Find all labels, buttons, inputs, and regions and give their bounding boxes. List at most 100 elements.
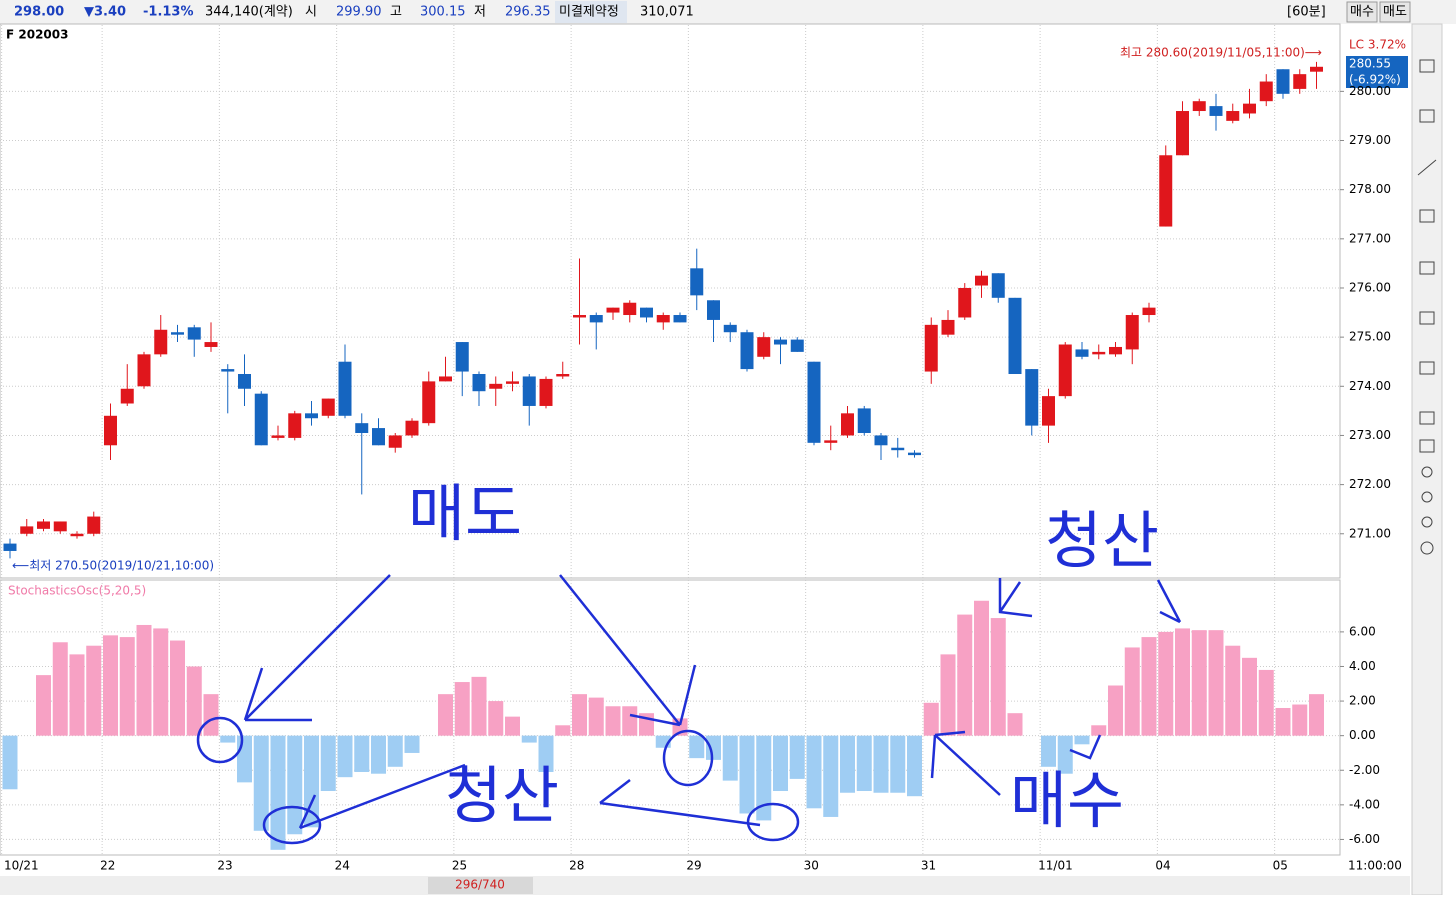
- candle-body: [690, 268, 704, 296]
- osc-title: StochasticsOsc(5,20,5): [8, 584, 146, 598]
- osc-bar: [287, 735, 303, 835]
- candle-body: [254, 393, 268, 446]
- oi: 310,071: [640, 5, 694, 20]
- candle-body: [841, 413, 854, 436]
- candle-body: [388, 435, 402, 448]
- osc-bar: [572, 694, 587, 736]
- candle-body: [87, 516, 101, 534]
- candle-body: [405, 420, 419, 436]
- candle-body: [20, 526, 34, 534]
- osc-bar: [823, 735, 839, 817]
- x-tick-label: 05: [1273, 859, 1288, 873]
- osc-bar: [1275, 707, 1291, 736]
- y-tick-label: 6.00: [1349, 624, 1376, 638]
- handwritten-buy: 매수: [1010, 764, 1124, 837]
- candle-body: [573, 315, 586, 318]
- osc-bar: [1108, 685, 1123, 736]
- header-bar: [0, 0, 1456, 24]
- osc-bar: [153, 628, 169, 736]
- x-readout: 11:00:00: [1348, 859, 1402, 873]
- candle-body: [656, 315, 670, 323]
- high-annotation: 최고 280.60(2019/11/05,11:00)⟶: [1120, 46, 1322, 60]
- plots: 271.00 272.00 273.00 274.00 275.00 276.00 277.…: [0, 25, 1391, 873]
- osc-bar: [1258, 669, 1274, 736]
- osc-bar: [1007, 713, 1023, 736]
- osc-bar: [186, 666, 202, 736]
- candle-body: [1025, 369, 1039, 426]
- y-tick-label: -4.00: [1349, 797, 1380, 811]
- candle-body: [539, 378, 553, 406]
- open: 299.90: [336, 5, 382, 20]
- x-tick-label: 10/21: [4, 859, 39, 873]
- osc-bar: [1158, 631, 1174, 736]
- buy-button-bg[interactable]: [1346, 1, 1378, 23]
- volume: 344,140(계약): [205, 5, 293, 20]
- candle-body: [924, 324, 938, 372]
- osc-bar: [119, 637, 135, 736]
- osc-bar: [706, 735, 721, 760]
- candle-body: [707, 300, 720, 320]
- osc-bar: [237, 735, 252, 783]
- osc-bar: [1208, 630, 1224, 736]
- y-tick-label: 4.00: [1349, 659, 1376, 673]
- y-tick-label: 277.00: [1349, 231, 1391, 245]
- candle-body: [958, 287, 972, 318]
- candle-body: [1159, 155, 1173, 227]
- candle-body: [522, 376, 536, 406]
- sell-button[interactable]: 매도: [1383, 5, 1407, 20]
- x-tick-label: 30: [804, 859, 819, 873]
- x-tick-label: 23: [217, 859, 232, 873]
- osc-bar: [52, 642, 68, 736]
- candle-body: [271, 435, 285, 438]
- candle-body: [1243, 103, 1256, 114]
- low-annotation: ⟵최저 270.50(2019/10/21,10:00): [12, 559, 214, 573]
- high: 300.15: [420, 5, 466, 20]
- candle-body: [221, 369, 235, 372]
- buy-button[interactable]: 매수: [1350, 5, 1374, 20]
- osc-bar: [354, 735, 370, 772]
- osc-bar: [923, 702, 939, 736]
- high-label: 고: [390, 5, 402, 20]
- osc-bar: [756, 735, 772, 821]
- interval[interactable]: [60분]: [1287, 5, 1326, 20]
- candle-body: [321, 398, 335, 416]
- osc-bar: [505, 716, 520, 736]
- candle-body: [991, 273, 1005, 298]
- osc-bar: [371, 735, 386, 774]
- scrollbar[interactable]: [0, 876, 1410, 895]
- osc-bar: [957, 614, 973, 736]
- osc-bar: [1041, 735, 1056, 767]
- candle-body: [3, 543, 17, 551]
- candle-body: [506, 381, 519, 384]
- osc-bar: [1292, 704, 1308, 736]
- osc-bar: [605, 706, 621, 736]
- handwriting-strokes: [196, 574, 1182, 845]
- candle-body: [187, 327, 201, 340]
- candle-body: [154, 329, 168, 355]
- osc-bar: [170, 640, 185, 736]
- osc-bar: [69, 654, 85, 736]
- candle-body: [1209, 106, 1223, 116]
- candle-body: [1142, 307, 1156, 316]
- candle-body: [857, 408, 871, 433]
- y-tick-label: 2.00: [1349, 694, 1376, 708]
- scroll-thumb[interactable]: [428, 877, 533, 894]
- osc-bar: [136, 624, 152, 736]
- candle-body: [1176, 111, 1189, 156]
- y-tick-label: -2.00: [1349, 763, 1380, 777]
- osc-bar: [890, 735, 906, 793]
- candle-body: [1276, 69, 1290, 94]
- candle-body: [1109, 346, 1122, 355]
- osc-bar: [1074, 735, 1090, 745]
- candle-body: [1075, 349, 1089, 357]
- osc-bar: [86, 645, 102, 736]
- osc-bar: [36, 675, 51, 736]
- handwritten-sell: 매도: [408, 477, 522, 550]
- y-tick-label: -6.00: [1349, 832, 1380, 846]
- osc-bar: [220, 735, 236, 743]
- candle-body: [774, 339, 787, 345]
- last-change: (-6.92%): [1349, 73, 1401, 87]
- sell-button-bg[interactable]: [1379, 1, 1411, 23]
- y-tick-label: 279.00: [1349, 133, 1391, 147]
- candle-body: [874, 435, 888, 446]
